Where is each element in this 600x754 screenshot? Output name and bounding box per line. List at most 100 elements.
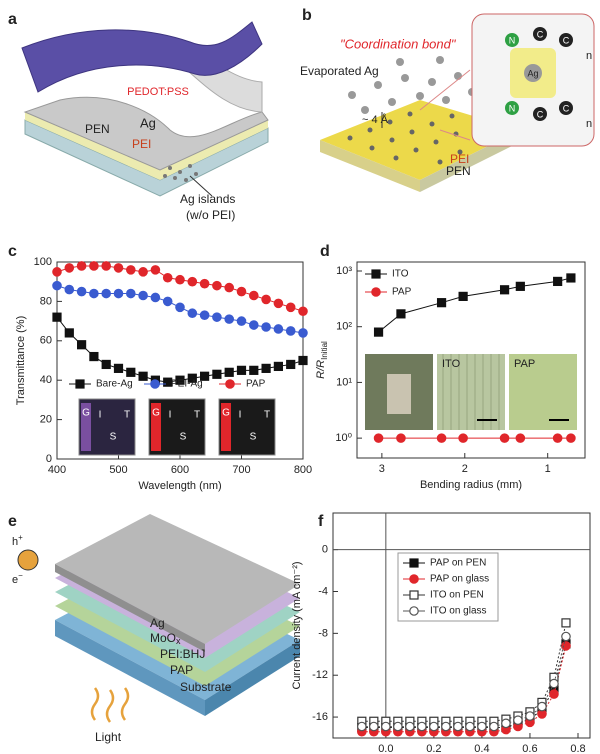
y-tick-label: 10⁰ [335,432,352,444]
label: h+ [12,533,23,548]
inset-label: I [169,410,172,421]
diagram-e: h+ e− Ag MoOx PEI:BHJ PAP Substrate Ligh… [12,514,300,744]
inset-label: G [222,408,230,419]
data-point [89,261,99,271]
series-line [378,277,572,333]
label: PEI [450,152,469,166]
data-point [458,291,468,301]
data-point [436,298,447,308]
x-tick-label: 500 [109,464,127,476]
pei-layer [25,112,268,180]
data-point [477,721,487,732]
atom [559,33,573,47]
y-tick-label: 80 [40,295,52,307]
data-point [525,711,535,721]
atom [559,101,573,115]
atom-label: N [509,103,516,113]
ag-islands [163,164,198,182]
repeat-label: n [586,118,592,130]
data-point [537,701,547,712]
data-point [273,361,283,372]
x-tick-label: 2 [462,463,468,475]
ag-layer [23,96,269,171]
data-point [369,721,379,732]
data-point [236,286,247,297]
inset-label: T [264,410,270,421]
y-tick-label: 20 [40,414,52,426]
x-tick-label: 0.4 [474,743,489,754]
x-axis-label: Bending radius (mm) [420,479,522,491]
data-point [175,274,185,285]
label: ~ 4 Å [362,113,389,126]
legend-swatch [409,606,419,616]
x-tick-label: 700 [232,464,250,476]
data-point [175,375,185,385]
legend-swatch [225,379,235,389]
panel-label: e [8,513,17,530]
series-line [361,643,567,729]
atom [505,33,519,47]
chart: 10⁰ 10¹ 10² 10³ 3 2 1 Bending radius (mm) R/RIni… [315,261,586,491]
chart: 0-4-8-12-160.00.20.40.60.8Voltage (V)Cur… [291,512,591,754]
inset-photo [437,354,505,430]
data-point [113,363,124,373]
data-point [561,631,571,642]
panel-label: f [318,513,324,530]
series-line [361,622,567,722]
y-tick-label: 10³ [336,265,352,277]
pen-side [320,140,420,192]
data-point [285,302,296,313]
label: PEI:BHJ [160,647,205,661]
plot-frame [332,512,591,739]
y-tick-label: 100 [34,256,52,268]
data-point [150,292,161,303]
data-point [273,298,284,309]
inset-label: S [180,432,187,443]
ag-side [55,564,205,652]
data-point [64,284,75,295]
data-point [273,324,284,334]
data-point [199,278,210,289]
data-point [566,273,576,283]
diagram-b: N C C Ag N C C n n "Coordination bond" E… [300,13,595,192]
data-point [162,296,173,307]
data-point [458,433,468,443]
y-axis-label-text: Current density (mA cm⁻²) [291,561,303,689]
inset-strip [81,403,91,451]
data-point [261,322,271,332]
y-axis-label-text: R/R [315,360,327,379]
panel-label: b [302,7,312,24]
data-point [285,326,296,336]
data-point [76,340,87,350]
data-point [89,288,99,299]
legend-box [397,552,499,622]
legend-label: PAP [246,379,266,390]
data-point [561,618,571,628]
data-point [212,312,222,322]
data-point [436,433,447,443]
data-point [393,721,403,732]
data-point [261,294,271,305]
data-point [64,263,75,273]
data-point [199,310,210,320]
data-point [453,721,463,732]
data-point [261,363,271,373]
series-line [361,645,567,733]
atom-label: C [537,109,544,119]
inset-label: T [124,410,130,421]
y-tick-label: -4 [318,585,328,597]
atom-label: Ag [527,68,538,78]
y-tick-label: 0 [46,453,52,465]
data-point [101,359,111,370]
data-point [101,288,111,299]
data-point [499,285,510,295]
inset-label: T [194,410,200,421]
data-point [212,280,222,291]
data-point [566,433,576,443]
data-point [101,261,111,271]
pedot-layer [21,21,263,93]
inset-label: I [239,410,242,421]
data-point [429,721,439,732]
